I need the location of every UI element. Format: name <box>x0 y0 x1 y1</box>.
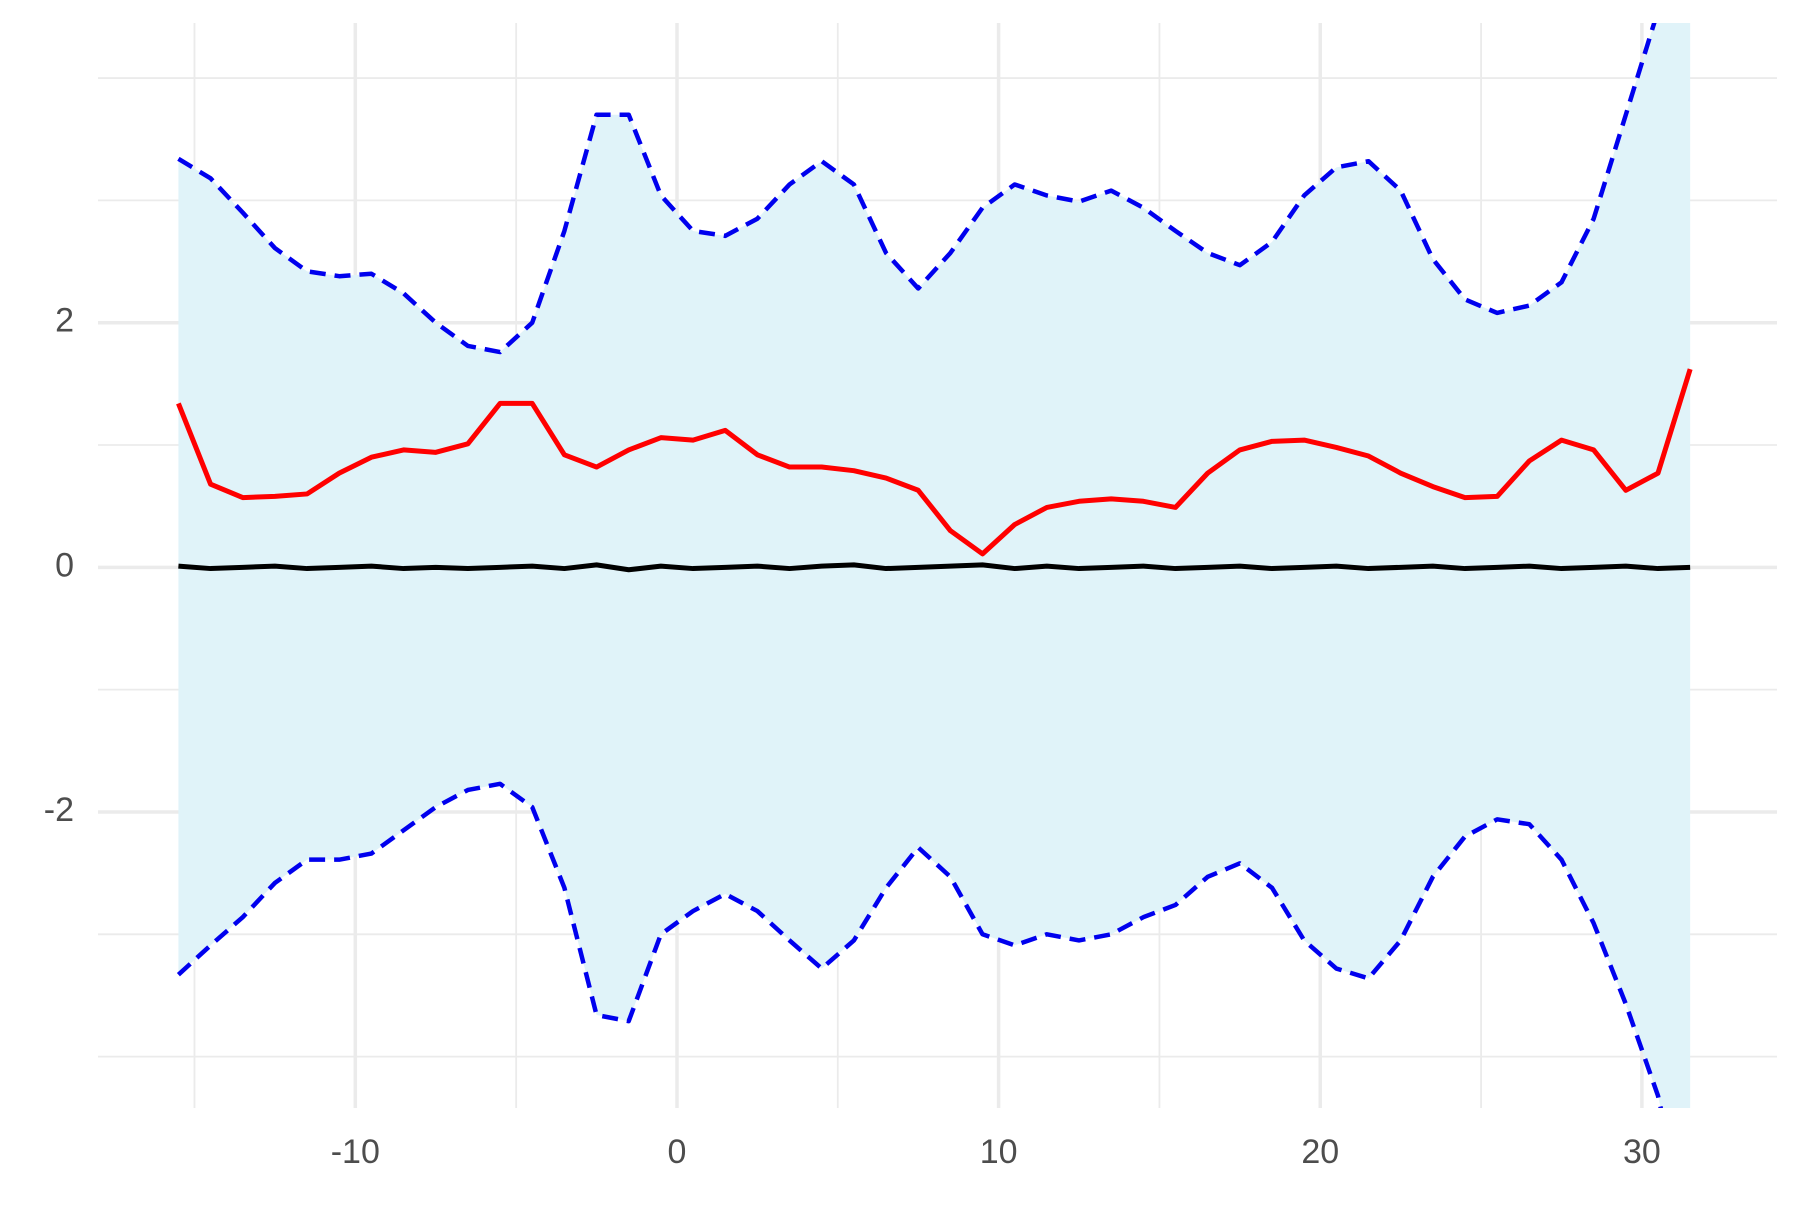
x-tick-label: 30 <box>1623 1133 1661 1171</box>
y-tick-label: 0 <box>55 546 74 584</box>
tick-labels: -10 0 10 20 30 -2 0 2 <box>44 302 1661 1171</box>
band-line <box>176 781 1664 1108</box>
ribbon <box>178 23 1691 1108</box>
x-tick-label: 20 <box>1301 1133 1339 1171</box>
x-tick-label: 0 <box>668 1133 687 1171</box>
band-line <box>177 23 1657 355</box>
x-tick-label: -10 <box>331 1133 380 1171</box>
y-tick-label: -2 <box>44 791 74 829</box>
x-tick-label: 10 <box>980 1133 1018 1171</box>
series-line <box>178 562 1691 573</box>
series-line <box>176 368 1693 557</box>
plot-area <box>176 23 1693 1108</box>
y-tick-label: 2 <box>55 302 74 340</box>
